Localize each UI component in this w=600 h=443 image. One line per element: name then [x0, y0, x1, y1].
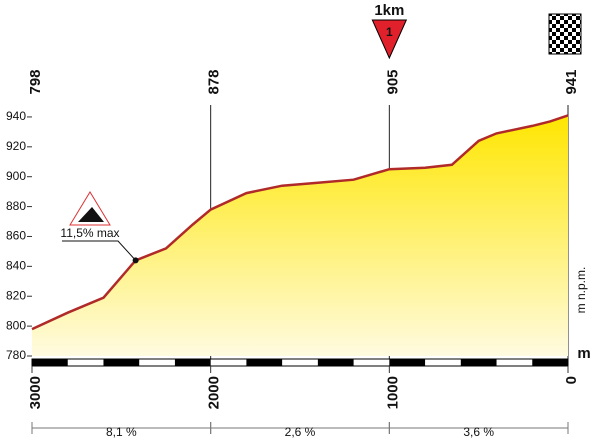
- y-tick-label: 880: [6, 199, 26, 213]
- segment-label: 2,6 %: [285, 425, 316, 439]
- checkpoint-elevation: 905: [384, 69, 401, 94]
- x-axis-bar-dash: [246, 359, 283, 366]
- x-axis-bar-dash: [460, 359, 497, 366]
- y-tick-label: 780: [6, 348, 26, 362]
- y-tick-label: 860: [6, 229, 26, 243]
- y-unit: m n.p.m.: [574, 267, 588, 314]
- km-number: 1: [386, 25, 393, 39]
- max-icon-hill: [78, 207, 104, 222]
- km-label: 1km: [374, 2, 404, 19]
- segment-label: 3,6 %: [463, 425, 494, 439]
- max-leader: [62, 240, 136, 261]
- x-tick-label: 0: [563, 376, 580, 384]
- segment-label: 8,1 %: [106, 425, 137, 439]
- checkpoint-elevation: 878: [206, 69, 223, 94]
- x-axis-bar-dash: [317, 359, 354, 366]
- x-unit: m: [577, 345, 590, 362]
- x-axis-bar-dash: [103, 359, 140, 366]
- y-tick-label: 840: [6, 259, 26, 273]
- area-fill: [32, 115, 568, 357]
- x-tick-label: 2000: [206, 376, 223, 409]
- y-tick-label: 820: [6, 288, 26, 302]
- y-tick-label: 800: [6, 318, 26, 332]
- y-tick-label: 920: [6, 139, 26, 153]
- finish-flag: [548, 13, 582, 55]
- max-icon: [69, 191, 111, 226]
- x-tick-label: 1000: [384, 376, 401, 409]
- y-tick-label: 900: [6, 169, 26, 183]
- max-point: [132, 257, 139, 264]
- y-tick-label: 940: [6, 109, 26, 123]
- checkpoint-elevation: 798: [27, 69, 44, 94]
- km-marker: [371, 19, 408, 60]
- x-axis-bar-dash: [32, 359, 68, 366]
- max-label: 11,5% max: [60, 226, 119, 240]
- x-axis-bar-dash: [389, 359, 426, 366]
- x-axis-bar-dash: [532, 359, 568, 366]
- x-tick-label: 3000: [27, 376, 44, 409]
- x-axis-bar-dash: [174, 359, 211, 366]
- checkpoint-elevation: 941: [563, 69, 580, 94]
